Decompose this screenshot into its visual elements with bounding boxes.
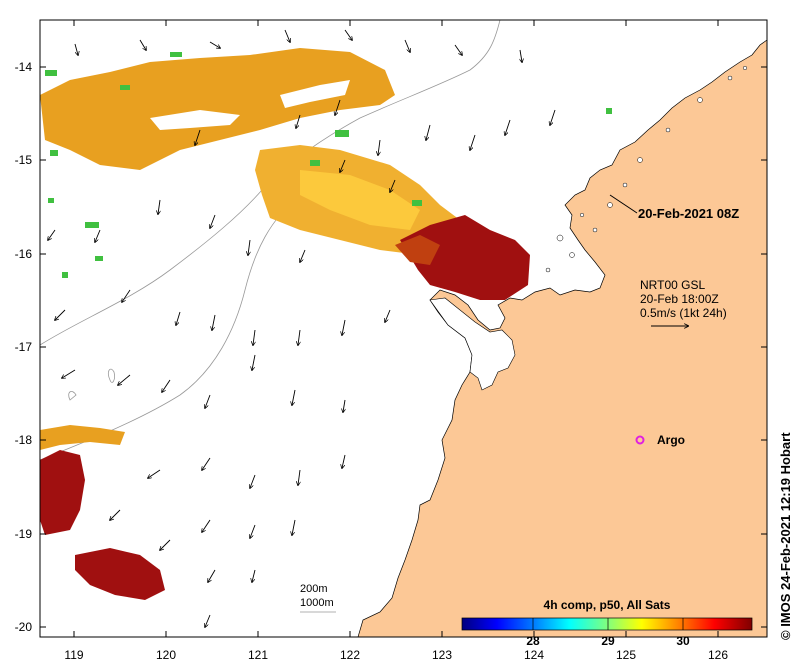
lon-label: 119: [64, 648, 84, 662]
lon-label: 122: [339, 648, 361, 662]
argo-marker: [635, 435, 645, 445]
date-label: 20-Feb-2021 08Z: [638, 206, 740, 221]
argo-label: Argo: [657, 433, 685, 447]
sst-patches: [40, 48, 530, 600]
axis-ticks: [40, 20, 767, 637]
date-pointer: [609, 194, 638, 214]
credit-label: © IMOS 24-Feb-2021 12:19 Hobart: [778, 432, 793, 640]
lon-label: 124: [523, 648, 545, 662]
colorbar-tick-label: 30: [676, 634, 690, 648]
colorbar: [461, 617, 753, 631]
colorbar-tick-label: 29: [601, 634, 615, 648]
current-info-line1: NRT00 GSL: [640, 278, 706, 292]
king-sound: [429, 297, 516, 391]
lon-label: 120: [155, 648, 177, 662]
lon-label: 121: [247, 648, 269, 662]
current-arrows: [48, 29, 556, 627]
lat-label: -20: [14, 620, 32, 634]
lat-label: -18: [14, 433, 32, 447]
land-area: [357, 20, 768, 638]
lat-label: -17: [14, 340, 32, 354]
lon-label: 126: [707, 648, 729, 662]
plot-frame: [39, 19, 768, 638]
depth-label-1000m: 1000m: [300, 597, 334, 609]
sst-green-specks: [45, 52, 612, 278]
colorbar-ticks: [532, 618, 684, 630]
colorbar-tick-label: 28: [526, 634, 540, 648]
lon-label: 123: [431, 648, 453, 662]
current-info-line3: 0.5m/s (1kt 24h): [640, 306, 727, 320]
current-info-line2: 20-Feb 18:00Z: [640, 292, 719, 306]
colorbar-title: 4h comp, p50, All Sats: [543, 598, 671, 612]
lat-label: -15: [14, 153, 32, 167]
lat-label: -16: [14, 247, 32, 261]
lat-label: -19: [14, 527, 32, 541]
lon-label: 125: [615, 648, 637, 662]
depth-label-200m: 200m: [300, 583, 328, 595]
lat-label: -14: [14, 60, 32, 74]
coastal-islands: [545, 65, 748, 273]
